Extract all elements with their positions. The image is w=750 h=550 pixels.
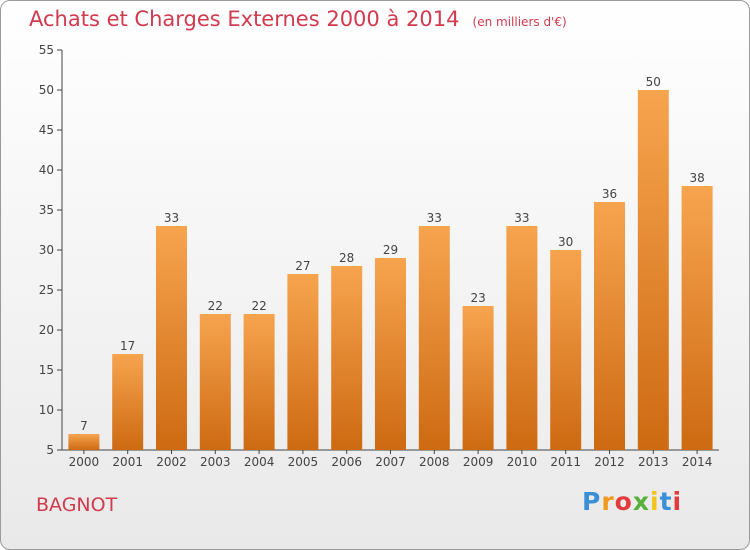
x-tick-label: 2008 — [419, 455, 450, 469]
bar-2002 — [156, 226, 187, 450]
chart-title: Achats et Charges Externes 2000 à 2014 (… — [29, 7, 567, 31]
x-tick-label: 2004 — [244, 455, 275, 469]
x-tick-label: 2014 — [682, 455, 713, 469]
x-tick-label: 2007 — [375, 455, 406, 469]
logo-letter: t — [659, 487, 673, 516]
data-label: 22 — [251, 299, 266, 313]
x-tick-label: 2011 — [550, 455, 581, 469]
bar-2009 — [462, 306, 494, 450]
data-label: 23 — [470, 291, 485, 305]
bar-2007 — [375, 258, 406, 450]
logo-letter: P — [582, 487, 602, 516]
bar-2011 — [550, 250, 582, 450]
x-tick-label: 2005 — [288, 455, 319, 469]
data-label: 22 — [208, 299, 223, 313]
commune-name: BAGNOT — [36, 494, 118, 516]
bar-2010 — [506, 226, 538, 450]
logo-letter: i — [672, 487, 683, 516]
x-tick-label: 2009 — [463, 455, 494, 469]
x-tick-label: 2006 — [331, 455, 362, 469]
data-label: 27 — [295, 259, 310, 273]
logo-letter: x — [632, 487, 650, 516]
chart-title-text: Achats et Charges Externes 2000 à 2014 — [29, 7, 460, 31]
y-tick-label: 25 — [39, 283, 54, 297]
x-tick-label: 2000 — [69, 455, 100, 469]
proxiti-logo: Proxiti — [582, 487, 682, 516]
data-label: 28 — [339, 251, 354, 265]
logo-letter: i — [650, 487, 660, 516]
y-tick-label: 50 — [39, 83, 54, 97]
data-label: 7 — [80, 419, 88, 433]
logo-letter: o — [614, 487, 633, 516]
x-tick-label: 2003 — [200, 455, 231, 469]
bar-2006 — [331, 266, 363, 450]
y-tick-label: 35 — [39, 203, 54, 217]
y-tick-label: 40 — [39, 163, 54, 177]
data-label: 33 — [514, 211, 529, 225]
bar-2008 — [418, 226, 450, 450]
data-label: 30 — [558, 235, 573, 249]
y-tick-label: 5 — [46, 443, 54, 457]
data-label: 33 — [164, 211, 179, 225]
data-label: 36 — [602, 187, 617, 201]
x-tick-label: 2001 — [112, 455, 143, 469]
bar-2012 — [594, 202, 625, 450]
bar-2014 — [681, 186, 713, 450]
y-tick-label: 20 — [39, 323, 54, 337]
bar-2001 — [112, 354, 144, 450]
data-label: 33 — [427, 211, 442, 225]
data-label: 29 — [383, 243, 398, 257]
chart-unit: (en milliers d'€) — [472, 15, 567, 29]
x-tick-label: 2010 — [507, 455, 538, 469]
y-tick-label: 10 — [39, 403, 54, 417]
x-tick-label: 2002 — [156, 455, 187, 469]
data-label: 17 — [120, 339, 135, 353]
y-tick-label: 15 — [39, 363, 54, 377]
data-label: 50 — [646, 75, 661, 89]
y-tick-label: 55 — [39, 43, 54, 57]
y-tick-label: 45 — [39, 123, 54, 137]
bar-2004 — [243, 314, 275, 450]
x-tick-label: 2012 — [594, 455, 625, 469]
data-label: 38 — [689, 171, 704, 185]
logo-letter: r — [601, 487, 615, 516]
bar-2005 — [287, 274, 319, 450]
bar-2000 — [68, 434, 100, 450]
x-tick-label: 2013 — [638, 455, 669, 469]
bar-2013 — [637, 90, 669, 450]
y-tick-label: 30 — [39, 243, 54, 257]
bar-2003 — [199, 314, 231, 450]
